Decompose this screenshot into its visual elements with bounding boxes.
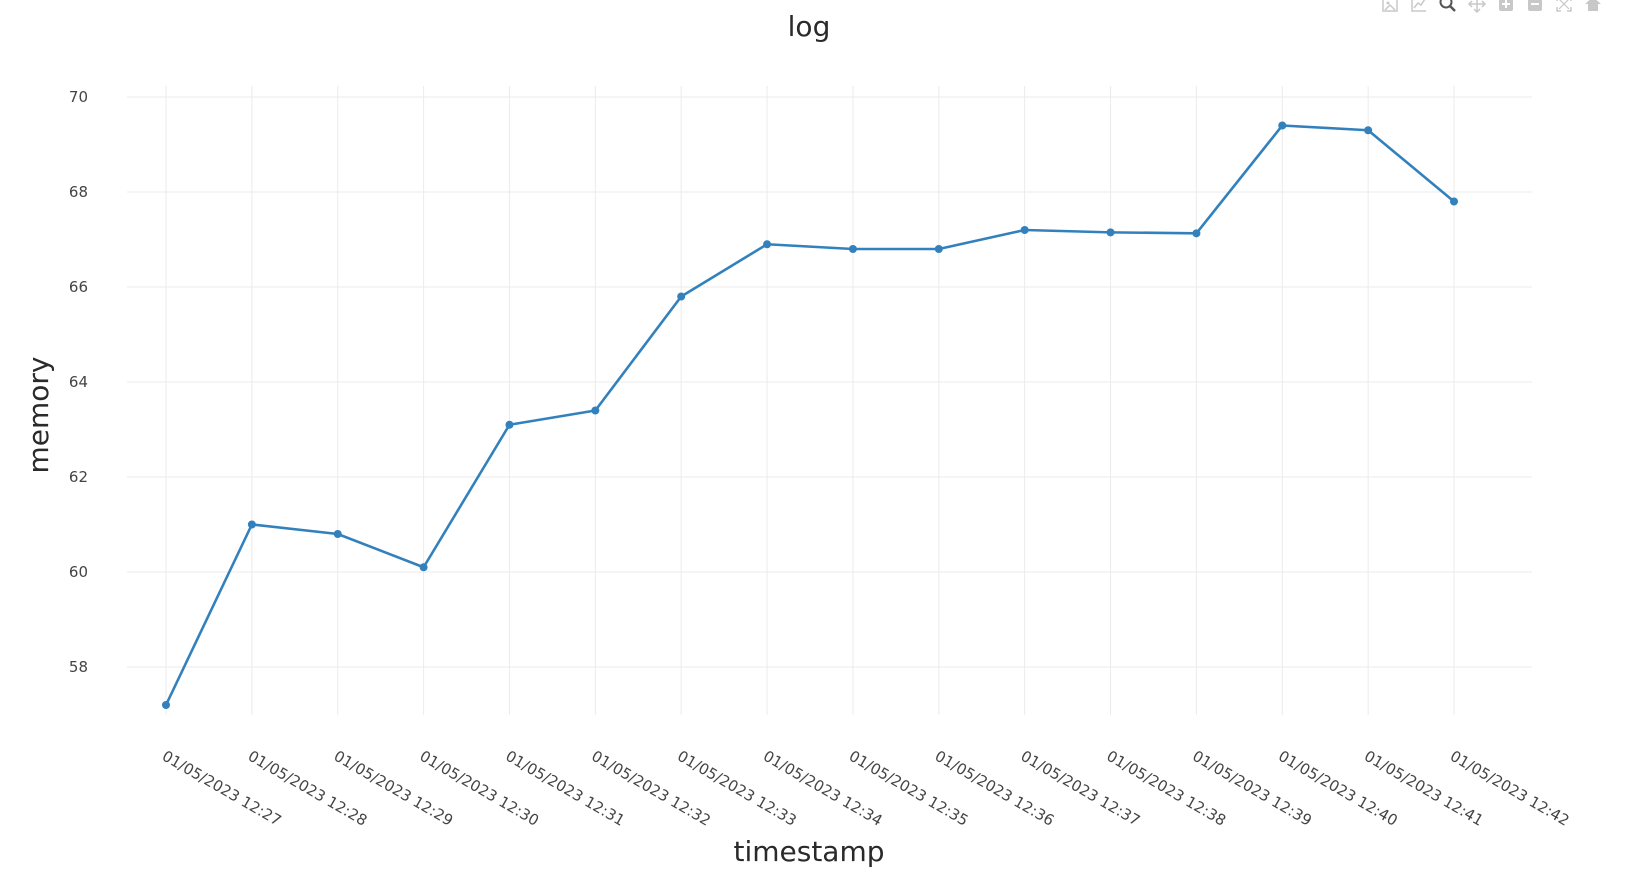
data-point[interactable] <box>763 240 772 249</box>
y-axis-ticks: 58 60 62 64 66 68 70 <box>69 88 88 676</box>
data-point[interactable] <box>1450 197 1458 206</box>
autoscale-icon[interactable] <box>1554 0 1574 14</box>
download-icon[interactable] <box>1380 0 1400 14</box>
y-tick-label: 70 <box>69 88 88 106</box>
grid <box>127 86 1532 715</box>
data-point[interactable] <box>333 530 342 538</box>
series-line[interactable] <box>164 124 1455 706</box>
y-tick-label: 64 <box>69 373 88 391</box>
x-axis-title: timestamp <box>733 835 884 868</box>
zoom-in-icon[interactable] <box>1496 0 1516 14</box>
zoom-icon[interactable] <box>1438 0 1458 14</box>
y-tick-label: 60 <box>69 563 88 581</box>
data-point[interactable] <box>1364 126 1373 135</box>
data-point[interactable] <box>591 406 600 415</box>
y-tick-label: 66 <box>69 278 88 296</box>
y-tick-label: 58 <box>69 658 88 676</box>
data-point[interactable] <box>162 701 170 709</box>
data-point[interactable] <box>677 292 686 301</box>
modebar <box>1380 0 1603 14</box>
series-plot[interactable] <box>162 121 1458 710</box>
data-point[interactable] <box>1278 121 1287 130</box>
y-tick-label: 68 <box>69 183 88 201</box>
autoscale-line-icon[interactable] <box>1409 0 1429 14</box>
data-point[interactable] <box>934 245 943 253</box>
data-point[interactable] <box>1106 228 1115 237</box>
data-point[interactable] <box>247 520 256 529</box>
y-axis-title: memory <box>22 357 55 474</box>
zoom-out-icon[interactable] <box>1525 0 1545 14</box>
data-point[interactable] <box>1020 226 1029 234</box>
data-point[interactable] <box>848 245 857 253</box>
chart-title: log <box>788 10 831 43</box>
y-tick-label: 62 <box>69 468 88 486</box>
data-point[interactable] <box>1192 229 1201 238</box>
pan-icon[interactable] <box>1467 0 1487 14</box>
data-point[interactable] <box>419 563 428 572</box>
home-icon[interactable] <box>1583 0 1603 14</box>
data-point[interactable] <box>505 420 514 429</box>
